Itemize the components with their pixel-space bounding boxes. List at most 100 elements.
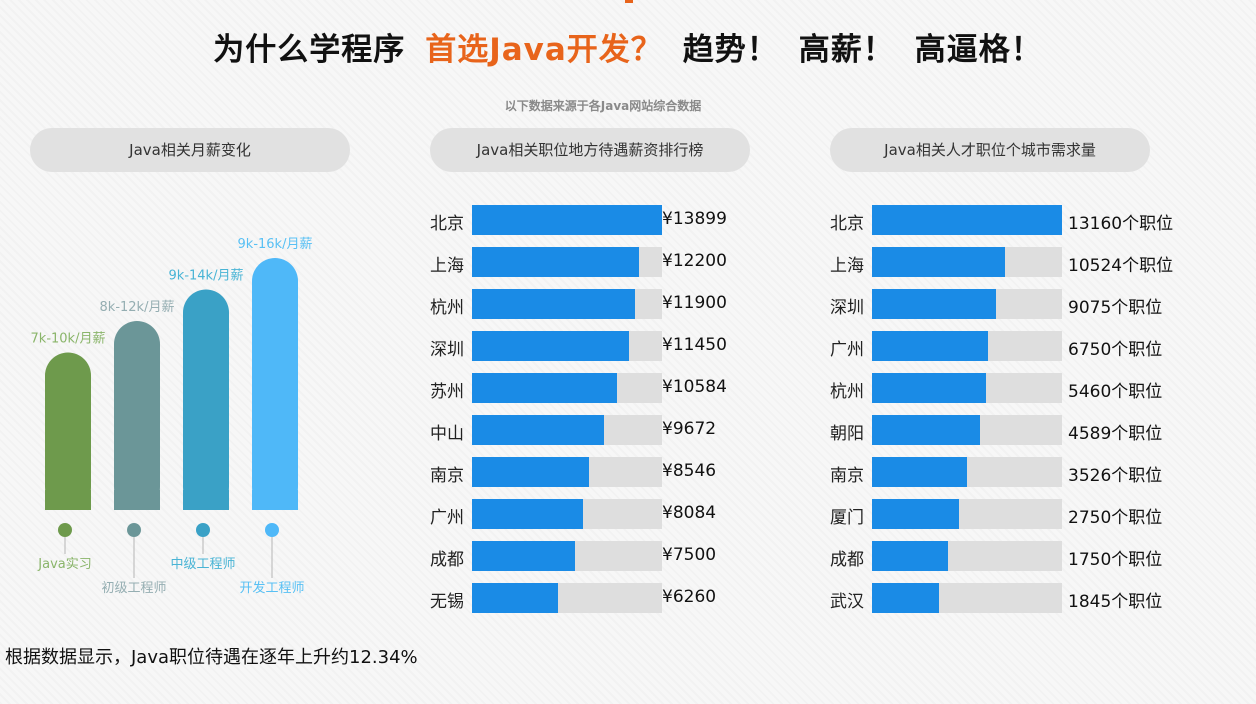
demand-value-label: 13160个职位 xyxy=(1068,214,1174,234)
salary-column-1 xyxy=(45,352,91,510)
salary-city-label: 南京 xyxy=(430,466,464,486)
demand-bar xyxy=(872,541,948,571)
stage-label-1: Java实习 xyxy=(37,557,91,572)
salary-value-label: ¥11450 xyxy=(662,335,727,355)
demand-bar xyxy=(872,457,967,487)
source-note: 以下数据来源于各Java网站综合数据 xyxy=(504,99,702,113)
salary-city-label: 深圳 xyxy=(430,340,464,360)
salary-column-2 xyxy=(114,321,160,510)
salary-city-label: 成都 xyxy=(430,550,464,570)
salary-value-label: ¥8546 xyxy=(662,461,717,481)
demand-value-label: 1750个职位 xyxy=(1068,550,1163,570)
demand-city-label: 上海 xyxy=(830,256,864,276)
salary-trend-title: Java相关月薪变化 xyxy=(30,128,350,172)
stage-label-2: 初级工程师 xyxy=(101,581,166,596)
demand-city-label: 厦门 xyxy=(830,508,864,528)
demand-city-label: 广州 xyxy=(830,340,864,360)
headline-part3: 趋势！ xyxy=(682,32,779,68)
salary-column-4 xyxy=(252,258,298,510)
salary-bar-track xyxy=(472,583,662,613)
salary-column-base-1 xyxy=(45,490,91,510)
salary-value-label: ¥9672 xyxy=(662,419,717,439)
salary-bar xyxy=(472,373,617,403)
city-salary-title: Java相关职位地方待遇薪资排行榜 xyxy=(430,128,750,172)
demand-bar-track xyxy=(872,583,1062,613)
demand-bar-track xyxy=(872,205,1062,235)
salary-value-label: ¥13899 xyxy=(662,209,727,229)
salary-bar xyxy=(472,583,558,613)
salary-city-label: 中山 xyxy=(430,424,464,444)
salary-bar xyxy=(472,499,583,529)
salary-value-label: ¥12200 xyxy=(662,251,727,271)
salary-bar xyxy=(472,289,635,319)
salary-value-label-3: 9k-14k/月薪 xyxy=(169,269,244,284)
salary-bar-track xyxy=(472,247,662,277)
salary-bar xyxy=(472,541,575,571)
demand-value-label: 2750个职位 xyxy=(1068,508,1163,528)
demand-bar-track xyxy=(872,541,1062,571)
demand-bar-track xyxy=(872,415,1062,445)
demand-city-label: 武汉 xyxy=(830,592,864,612)
salary-column-base-3 xyxy=(183,490,229,510)
headline: 为什么学程序 首选Java开发？ 趋势！ 高薪！ 高逼格！ xyxy=(0,24,1256,69)
salary-bar-track xyxy=(472,457,662,487)
salary-column-3 xyxy=(183,289,229,510)
demand-value-label: 5460个职位 xyxy=(1068,382,1163,402)
salary-city-label: 苏州 xyxy=(430,382,464,402)
headline-part1: 为什么学程序 xyxy=(213,32,406,68)
salary-bar-track xyxy=(472,415,662,445)
salary-value-label: ¥10584 xyxy=(662,377,727,397)
salary-value-label: ¥11900 xyxy=(662,293,727,313)
headline-part4: 高薪！ xyxy=(798,32,895,68)
salary-bar xyxy=(472,415,604,445)
demand-bar xyxy=(872,205,1062,235)
salary-bar xyxy=(472,205,662,235)
accent-mark xyxy=(625,0,633,3)
salary-bar-track xyxy=(472,331,662,361)
stage-marker-4 xyxy=(265,523,279,537)
city-demand-title: Java相关人才职位个城市需求量 xyxy=(830,128,1150,172)
demand-bar-track xyxy=(872,457,1062,487)
demand-city-label: 深圳 xyxy=(830,298,864,318)
salary-bar-track xyxy=(472,205,662,235)
salary-column-base-2 xyxy=(114,490,160,510)
salary-value-label-4: 9k-16k/月薪 xyxy=(238,237,313,252)
salary-bar-track xyxy=(472,373,662,403)
demand-city-label: 北京 xyxy=(830,214,864,234)
demand-value-label: 1845个职位 xyxy=(1068,592,1163,612)
demand-bar-track xyxy=(872,247,1062,277)
headline-part5: 高逼格！ xyxy=(914,32,1043,68)
salary-bar-track xyxy=(472,289,662,319)
footer-note: 根据数据显示，Java职位待遇在逐年上升约12.34% xyxy=(5,647,418,668)
demand-bar xyxy=(872,373,986,403)
demand-value-label: 3526个职位 xyxy=(1068,466,1163,486)
demand-city-label: 南京 xyxy=(830,466,864,486)
salary-value-label: ¥6260 xyxy=(662,587,717,607)
salary-column-base-4 xyxy=(252,490,298,510)
salary-bar-track xyxy=(472,541,662,571)
demand-bar xyxy=(872,583,939,613)
stage-marker-3 xyxy=(196,523,210,537)
salary-bar xyxy=(472,247,639,277)
stage-marker-1 xyxy=(58,523,72,537)
demand-bar-track xyxy=(872,331,1062,361)
salary-bar xyxy=(472,457,589,487)
salary-city-label: 广州 xyxy=(430,508,464,528)
demand-value-label: 6750个职位 xyxy=(1068,340,1163,360)
salary-value-label-1: 7k-10k/月薪 xyxy=(31,332,106,347)
demand-value-label: 10524个职位 xyxy=(1068,256,1174,276)
demand-bar xyxy=(872,499,959,529)
stage-marker-2 xyxy=(127,523,141,537)
salary-value-label: ¥8084 xyxy=(662,503,717,523)
demand-bar-track xyxy=(872,289,1062,319)
salary-city-label: 上海 xyxy=(430,256,464,276)
demand-bar-track xyxy=(872,499,1062,529)
demand-bar-track xyxy=(872,373,1062,403)
demand-value-label: 4589个职位 xyxy=(1068,424,1163,444)
stage-label-3: 中级工程师 xyxy=(170,557,235,572)
demand-city-label: 朝阳 xyxy=(830,424,864,444)
demand-value-label: 9075个职位 xyxy=(1068,298,1163,318)
demand-bar xyxy=(872,247,1005,277)
salary-value-label-2: 8k-12k/月薪 xyxy=(100,300,175,315)
